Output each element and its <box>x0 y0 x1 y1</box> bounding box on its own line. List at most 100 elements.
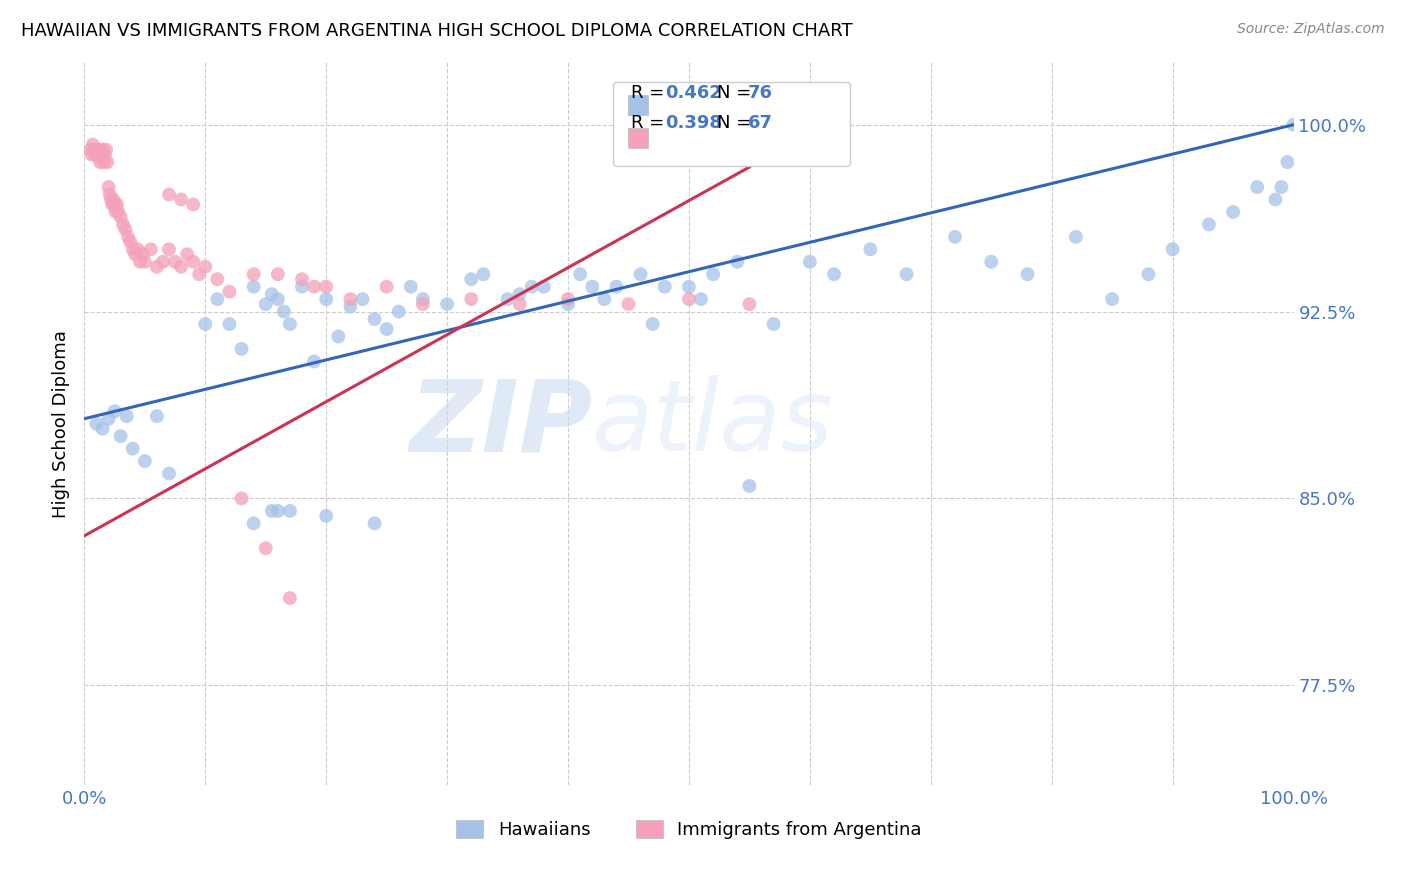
Point <box>617 297 640 311</box>
Point <box>129 254 152 268</box>
Text: 0.462: 0.462 <box>665 84 721 102</box>
Point <box>738 297 761 311</box>
Point <box>94 147 117 161</box>
Point <box>218 317 240 331</box>
Point <box>127 242 149 256</box>
Point <box>725 254 748 268</box>
Point <box>89 155 111 169</box>
Point <box>557 292 579 306</box>
Point <box>120 235 142 249</box>
Point <box>254 297 277 311</box>
Point <box>181 254 204 268</box>
Text: R =: R = <box>631 84 669 102</box>
Point <box>436 297 458 311</box>
Point <box>339 300 361 314</box>
Point <box>107 205 129 219</box>
Point <box>242 267 264 281</box>
Point <box>117 230 139 244</box>
Point <box>1161 242 1184 256</box>
Point <box>509 297 531 311</box>
Point <box>1282 118 1305 132</box>
Point <box>605 279 627 293</box>
Point <box>146 409 169 424</box>
Point <box>302 354 325 368</box>
Point <box>80 147 103 161</box>
Point <box>114 222 136 236</box>
Point <box>112 218 135 232</box>
Point <box>91 143 114 157</box>
Point <box>291 272 314 286</box>
Point <box>134 254 156 268</box>
Point <box>1017 267 1039 281</box>
Point <box>170 260 193 274</box>
Point <box>104 404 127 418</box>
Point <box>110 210 132 224</box>
Point <box>581 279 603 293</box>
Point <box>980 254 1002 268</box>
Text: N =: N = <box>717 84 756 102</box>
Point <box>97 180 120 194</box>
Point <box>315 279 337 293</box>
Point <box>194 260 217 274</box>
Point <box>110 429 132 443</box>
Point <box>388 304 411 318</box>
Point <box>328 329 350 343</box>
Text: Source: ZipAtlas.com: Source: ZipAtlas.com <box>1237 22 1385 37</box>
Point <box>170 193 193 207</box>
Point <box>134 454 156 468</box>
Point <box>87 143 110 157</box>
Point <box>260 287 283 301</box>
Point <box>509 287 531 301</box>
Point <box>188 267 211 281</box>
Point <box>291 279 314 293</box>
Point <box>231 342 253 356</box>
Point <box>315 508 337 523</box>
Point <box>98 187 121 202</box>
Point <box>267 267 290 281</box>
Point <box>83 143 105 157</box>
Point <box>82 137 104 152</box>
Point <box>302 279 325 293</box>
Point <box>460 292 482 306</box>
Point <box>96 155 118 169</box>
Text: 67: 67 <box>748 114 773 132</box>
Point <box>641 317 664 331</box>
Point <box>86 143 108 157</box>
Point <box>533 279 555 293</box>
Point <box>520 279 543 293</box>
Point <box>943 230 966 244</box>
Text: N =: N = <box>717 114 756 132</box>
Point <box>104 197 127 211</box>
Point <box>157 242 180 256</box>
Point <box>1264 193 1286 207</box>
Point <box>93 155 115 169</box>
Point <box>165 254 187 268</box>
Point <box>242 516 264 531</box>
Point <box>176 247 198 261</box>
Legend: Hawaiians, Immigrants from Argentina: Hawaiians, Immigrants from Argentina <box>447 811 931 848</box>
Point <box>231 491 253 506</box>
Point <box>207 292 229 306</box>
Point <box>242 279 264 293</box>
Point <box>121 242 143 256</box>
Text: HAWAIIAN VS IMMIGRANTS FROM ARGENTINA HIGH SCHOOL DIPLOMA CORRELATION CHART: HAWAIIAN VS IMMIGRANTS FROM ARGENTINA HI… <box>21 22 852 40</box>
Point <box>157 467 180 481</box>
Point <box>1198 218 1220 232</box>
Point <box>86 417 108 431</box>
Point <box>146 260 169 274</box>
Point <box>654 279 676 293</box>
Point <box>1222 205 1244 219</box>
Point <box>278 504 301 518</box>
Point <box>1101 292 1123 306</box>
Point <box>254 541 277 556</box>
Point <box>181 197 204 211</box>
Point <box>557 297 579 311</box>
Point <box>412 292 434 306</box>
Text: 0.398: 0.398 <box>665 114 721 132</box>
Point <box>472 267 495 281</box>
Point <box>100 193 122 207</box>
Text: ZIP: ZIP <box>409 376 592 472</box>
Point <box>157 187 180 202</box>
Point <box>121 442 143 456</box>
Point <box>84 147 107 161</box>
